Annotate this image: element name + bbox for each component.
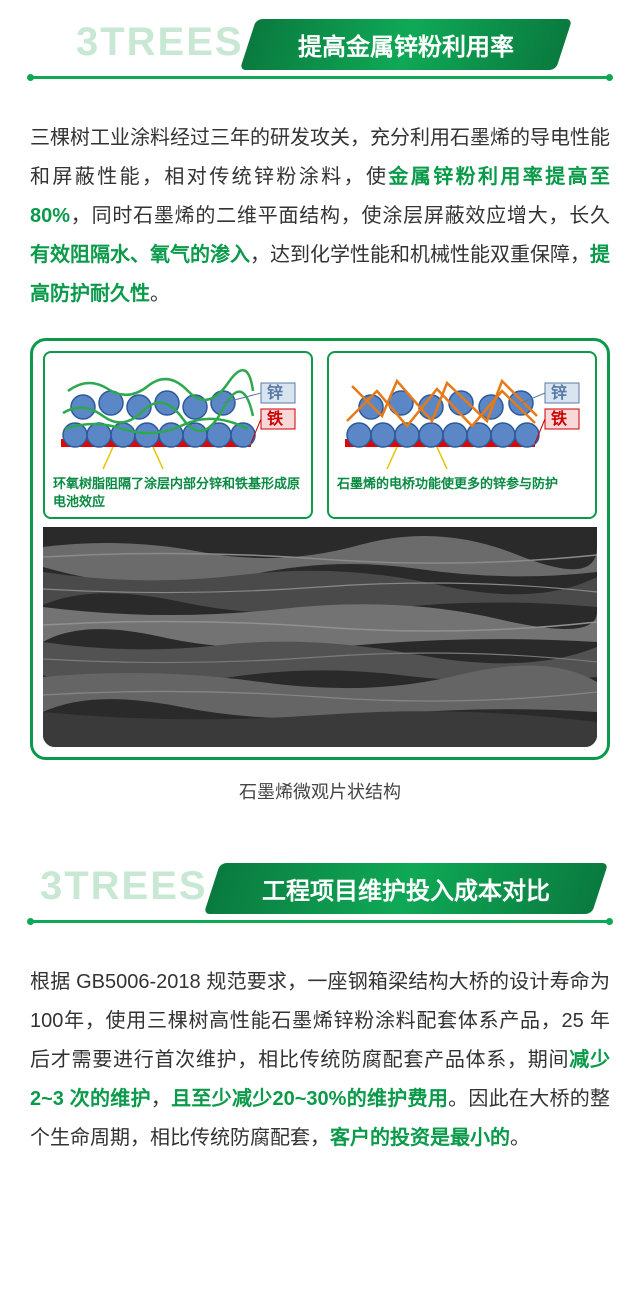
highlight: 且至少减少20~30%的维护费用 — [171, 1088, 448, 1110]
section2-banner: 工程项目维护投入成本对比 — [212, 863, 600, 914]
svg-text:铁: 铁 — [267, 409, 283, 428]
diagram-right-svg: 锌 铁 — [337, 361, 587, 471]
sem-image — [43, 527, 597, 747]
highlight: 有效阻隔水、氧气的渗入 — [30, 244, 250, 266]
text: ，达到化学性能和机械性能双重保障， — [250, 244, 590, 266]
section2-banner-text: 工程项目维护投入成本对比 — [262, 871, 550, 906]
section2-header: 3TREES 工程项目维护投入成本对比 — [0, 844, 640, 923]
watermark-text: 3TREES — [76, 20, 244, 65]
text: 根据 GB5006-2018 规范要求，一座钢箱梁结构大桥的设计寿命为100年，… — [30, 971, 610, 1071]
diagram-left-svg: 锌 铁 — [53, 361, 303, 471]
svg-text:铁: 铁 — [551, 409, 567, 428]
section1-body: 三棵树工业涂料经过三年的研发攻关，充分利用石墨烯的导电性能和屏蔽性能，相对传统锌… — [0, 119, 640, 804]
text: ， — [151, 1088, 171, 1110]
section2-paragraph: 根据 GB5006-2018 规范要求，一座钢箱梁结构大桥的设计寿命为100年，… — [30, 963, 610, 1158]
section1-paragraph: 三棵树工业涂料经过三年的研发攻关，充分利用石墨烯的导电性能和屏蔽性能，相对传统锌… — [30, 119, 610, 314]
diagram-container: 锌 铁 环氧树脂阻隔了涂层内部分锌和铁基形成原电池效应 — [30, 338, 610, 760]
text: 。 — [510, 1127, 530, 1149]
highlight: 客户的投资是最小的 — [330, 1127, 510, 1149]
svg-text:锌: 锌 — [551, 383, 567, 402]
diagram-left: 锌 铁 环氧树脂阻隔了涂层内部分锌和铁基形成原电池效应 — [43, 351, 313, 519]
banner-underline — [30, 76, 610, 79]
diagram-right: 锌 铁 石墨烯的电桥功能使更多的锌参与防护 — [327, 351, 597, 519]
text: 。 — [150, 283, 170, 305]
section1-banner-text: 提高金属锌粉利用率 — [298, 27, 514, 62]
section1-banner: 提高金属锌粉利用率 — [248, 19, 564, 70]
svg-text:锌: 锌 — [267, 383, 283, 402]
section2-body: 根据 GB5006-2018 规范要求，一座钢箱梁结构大桥的设计寿命为100年，… — [0, 963, 640, 1158]
diagram-row: 锌 铁 环氧树脂阻隔了涂层内部分锌和铁基形成原电池效应 — [43, 351, 597, 519]
diagram-right-caption: 石墨烯的电桥功能使更多的锌参与防护 — [337, 475, 587, 493]
diagram-left-caption: 环氧树脂阻隔了涂层内部分锌和铁基形成原电池效应 — [53, 475, 303, 511]
section1-header: 3TREES 提高金属锌粉利用率 — [0, 0, 640, 79]
banner-underline-2 — [30, 920, 610, 923]
sem-caption: 石墨烯微观片状结构 — [30, 778, 610, 804]
watermark-text-2: 3TREES — [40, 864, 208, 909]
text: ，同时石墨烯的二维平面结构，使涂层屏蔽效应增大，长久 — [70, 205, 610, 227]
